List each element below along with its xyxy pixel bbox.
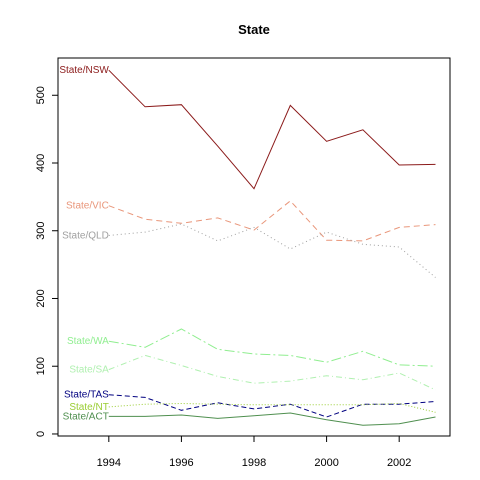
series-lines xyxy=(108,69,436,426)
series-line-sa xyxy=(108,354,436,391)
series-label: State/NT xyxy=(69,402,108,413)
series-line-tas xyxy=(108,394,436,418)
series-label: State/WA xyxy=(67,336,109,347)
y-tick-label: 100 xyxy=(35,357,47,375)
series-label: State/VIC xyxy=(66,201,109,212)
x-tick-label: 1994 xyxy=(97,457,121,469)
y-axis: 0 100 200 300 400 500 xyxy=(35,86,58,437)
y-tick-label: 0 xyxy=(35,431,47,437)
series-line-nt xyxy=(108,402,436,413)
series-line-wa xyxy=(108,328,436,367)
x-tick-label: 2000 xyxy=(314,457,338,469)
series-label: State/ACT xyxy=(63,411,109,422)
series-line-act xyxy=(108,412,436,426)
series-line-nsw xyxy=(108,69,436,190)
x-tick-label: 1998 xyxy=(242,457,266,469)
x-axis: 1994 1996 1998 2000 2002 xyxy=(97,436,411,469)
series-line-vic xyxy=(108,200,436,242)
plot-frame xyxy=(57,57,451,437)
y-tick-label: 500 xyxy=(35,86,47,104)
series-label: State/SA xyxy=(69,365,109,376)
y-tick-label: 200 xyxy=(35,289,47,307)
y-tick-label: 300 xyxy=(35,222,47,240)
series-labels: State/NSW State/VIC State/QLD State/WA State… xyxy=(59,65,109,422)
x-tick-label: 2002 xyxy=(387,457,411,469)
series-label: State/QLD xyxy=(62,230,109,241)
series-label: State/NSW xyxy=(59,65,109,76)
series-label: State/TAS xyxy=(64,390,109,401)
y-tick-label: 400 xyxy=(35,154,47,172)
x-tick-label: 1996 xyxy=(169,457,193,469)
chart-title: State xyxy=(238,22,270,37)
